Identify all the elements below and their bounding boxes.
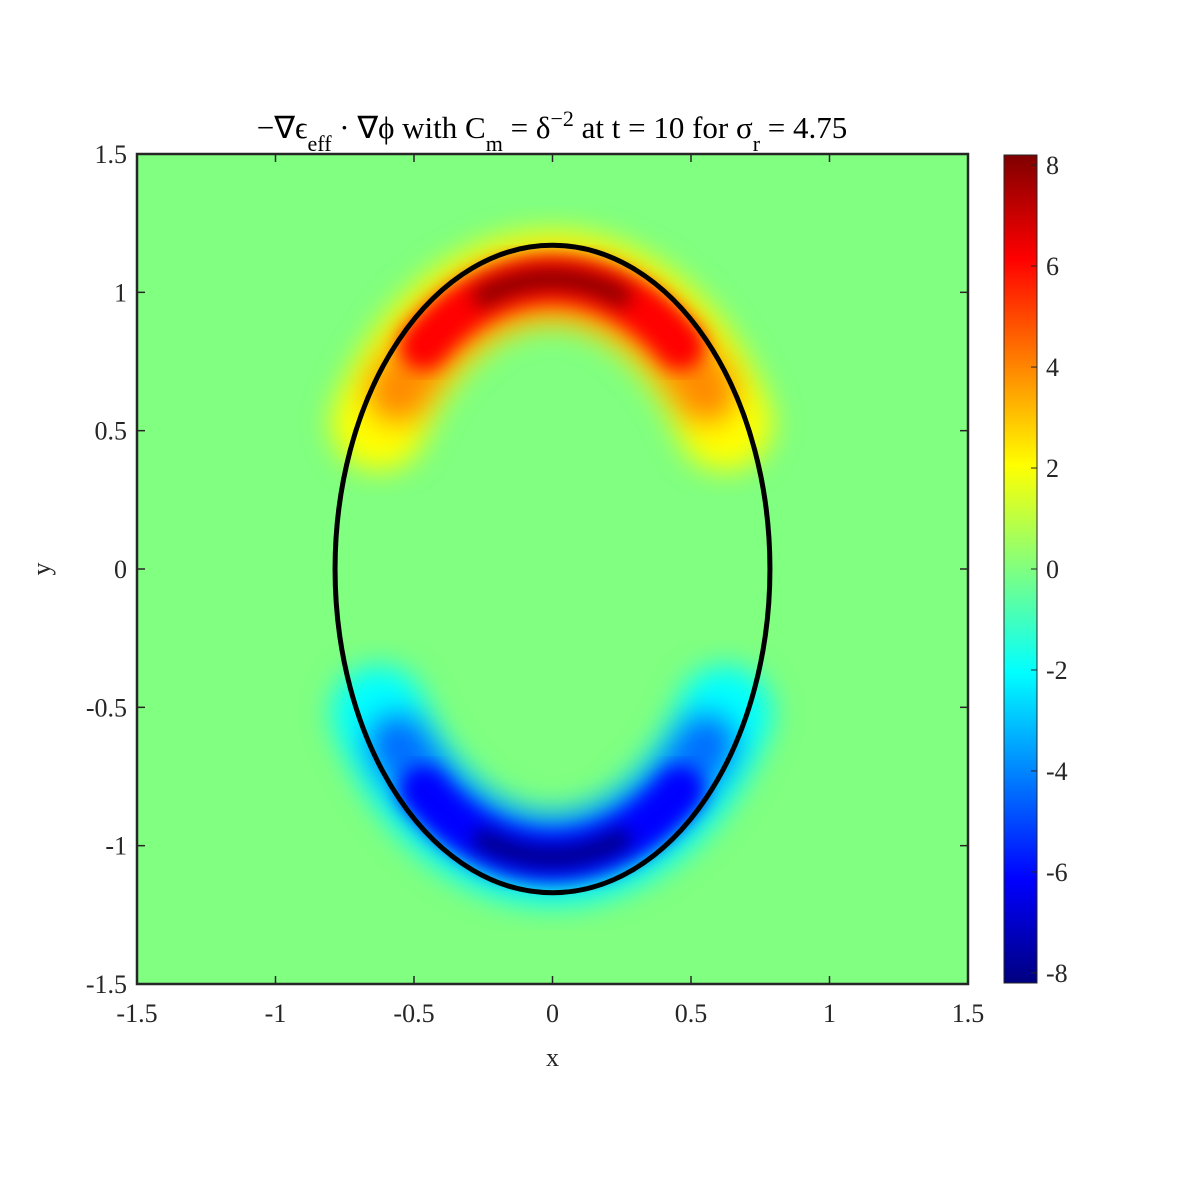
x-tick-label: 1 — [823, 999, 836, 1028]
x-tick-label: 1.5 — [952, 999, 985, 1028]
y-tick-label: -1.5 — [86, 970, 127, 999]
x-tick-label: -1.5 — [116, 999, 157, 1028]
colorbar-tick-label: 2 — [1046, 454, 1059, 483]
contour — [332, 242, 773, 896]
positive-core — [400, 254, 704, 370]
x-tick-label: 0.5 — [675, 999, 708, 1028]
y-tick-label: 0.5 — [95, 417, 128, 446]
title-part: m — [486, 131, 503, 156]
colorbar-tick-label: 8 — [1046, 151, 1059, 180]
y-tick-label: 1 — [114, 278, 127, 307]
colorbar-tick-label: 6 — [1046, 252, 1059, 281]
x-tick-label: -0.5 — [393, 999, 434, 1028]
y-tick-label: -0.5 — [86, 693, 127, 722]
title-part: = 4.75 — [760, 110, 847, 145]
title-part: · ∇ϕ with C — [332, 110, 486, 145]
colorbar-tick-label: -6 — [1046, 858, 1068, 887]
title-part: −2 — [550, 106, 573, 131]
x-tick-label: 0 — [546, 999, 559, 1028]
colorbar-tick-label: 4 — [1046, 353, 1059, 382]
title-part: = δ — [503, 110, 551, 145]
y-tick-label: -1 — [105, 832, 127, 861]
field — [137, 154, 968, 984]
x-tick-label: -1 — [265, 999, 287, 1028]
title-part: −∇ϵ — [257, 110, 308, 145]
title-part: r — [753, 131, 761, 156]
x-axis-label: x — [546, 1043, 559, 1072]
y-tick-label: 0 — [114, 555, 127, 584]
title-part: eff — [308, 131, 333, 156]
y-axis-label: y — [27, 563, 56, 576]
chart-title: −∇ϵeff · ∇ϕ with Cm = δ−2 at t = 10 for … — [257, 106, 848, 156]
colorbar-tick-label: -8 — [1046, 959, 1068, 988]
negative-core — [400, 766, 704, 882]
colorbar-tick-label: -2 — [1046, 656, 1068, 685]
title-part: at t = 10 for σ — [574, 110, 753, 145]
colorbar-tick-label: 0 — [1046, 555, 1059, 584]
y-tick-label: 1.5 — [95, 140, 128, 169]
colorbar-tick-label: -4 — [1046, 757, 1068, 786]
